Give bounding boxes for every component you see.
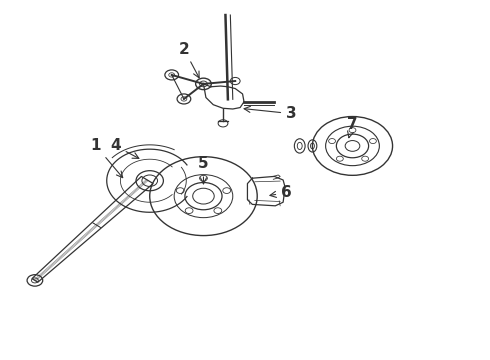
Text: 4: 4 <box>110 139 139 158</box>
Text: 3: 3 <box>244 106 297 121</box>
Text: 2: 2 <box>178 42 199 78</box>
Text: 7: 7 <box>347 117 358 138</box>
Text: 1: 1 <box>91 139 122 177</box>
Text: 6: 6 <box>270 185 292 200</box>
Text: 5: 5 <box>198 156 209 184</box>
